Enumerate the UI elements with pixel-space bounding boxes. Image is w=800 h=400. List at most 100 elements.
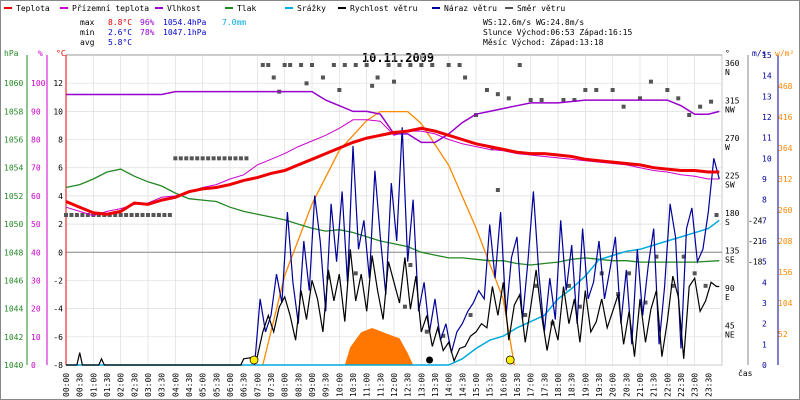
point-wind-direction xyxy=(288,63,293,67)
tick-dir: 225 xyxy=(725,172,740,181)
tick-x: 15:30 xyxy=(486,373,495,397)
stat-rain: 7.0mm xyxy=(222,18,246,27)
legend-label-pocit: Přízemní teplota xyxy=(72,4,149,13)
point-wind-direction xyxy=(484,88,489,92)
tick-ms-extra: -18 xyxy=(748,258,763,267)
point-wind-direction xyxy=(129,213,134,217)
tick-x: 19:30 xyxy=(595,373,604,397)
point-wind-direction xyxy=(528,98,533,102)
tick-temp: -2 xyxy=(53,276,63,285)
legend-label-teplota: Teplota xyxy=(16,4,50,13)
tick-ms: 12 xyxy=(762,113,772,122)
tick-x: 03:30 xyxy=(158,373,167,397)
tick-temp: 4 xyxy=(58,192,63,201)
point-wind-direction xyxy=(260,63,265,67)
series-sun-radiation xyxy=(262,110,515,366)
point-wind-direction xyxy=(703,283,708,288)
tick-ms: 15 xyxy=(762,51,772,60)
tick-pct: 100 xyxy=(31,79,46,88)
point-wind-direction xyxy=(643,300,648,305)
stat-temp: 5.8°C xyxy=(108,38,132,47)
point-wind-direction xyxy=(271,75,276,80)
point-wind-direction xyxy=(211,156,216,161)
series-wind-speed xyxy=(66,249,720,366)
tick-hpa: 1060 xyxy=(4,79,23,88)
tick-dir-name: S xyxy=(725,218,730,227)
tick-temp: 6 xyxy=(58,164,63,173)
point-wind-direction xyxy=(178,156,183,161)
tick-hpa: 1044 xyxy=(4,305,23,314)
point-wind-direction xyxy=(96,213,101,217)
tick-dir-name: NW xyxy=(725,106,735,115)
tick-ms: 4 xyxy=(762,278,767,287)
tick-pct: 90 xyxy=(31,107,41,116)
tick-wm2: 260 xyxy=(778,206,793,215)
point-wind-direction xyxy=(408,63,413,67)
axis-title-wm2: w/m² xyxy=(775,49,794,58)
tick-x: 09:30 xyxy=(322,373,331,397)
point-wind-direction xyxy=(698,104,703,109)
point-wind-direction xyxy=(638,96,642,101)
tick-ms: 10 xyxy=(762,154,772,163)
point-wind-direction xyxy=(506,96,511,101)
point-wind-direction xyxy=(665,88,670,92)
info-line: WS:12.6m/s WG:24.8m/s xyxy=(483,18,584,27)
tick-dir: 180 xyxy=(725,209,740,218)
point-wind-direction xyxy=(310,63,314,67)
tick-pct: 20 xyxy=(31,305,41,314)
tick-x: 02:00 xyxy=(117,373,126,397)
tick-wm2: 104 xyxy=(778,299,793,308)
point-wind-direction xyxy=(446,63,451,67)
point-wind-direction xyxy=(572,98,577,102)
point-wind-direction xyxy=(550,321,555,326)
tick-ms: 2 xyxy=(762,320,767,329)
sunset-marker xyxy=(505,355,515,365)
tick-pct: 40 xyxy=(31,248,41,257)
tick-x: 06:30 xyxy=(240,373,249,397)
tick-hpa: 1040 xyxy=(4,361,23,370)
tick-x: 23:30 xyxy=(704,373,713,397)
tick-x: 20:30 xyxy=(622,373,631,397)
tick-ms-extra: -24 xyxy=(748,216,763,225)
tick-ms: 0 xyxy=(762,361,767,370)
tick-x: 04:30 xyxy=(185,373,194,397)
point-wind-direction xyxy=(228,156,232,161)
info-line: Slunce Východ:06:53 Západ:16:15 xyxy=(483,28,632,37)
tick-dir: 45 xyxy=(725,322,735,331)
tick-x: 04:00 xyxy=(171,373,180,397)
point-wind-direction xyxy=(386,63,391,67)
point-wind-direction xyxy=(463,75,468,80)
tick-hpa: 1050 xyxy=(4,220,23,229)
tick-x: 10:30 xyxy=(349,373,358,397)
tick-dir: 360 xyxy=(725,59,740,68)
moonset-marker xyxy=(426,356,434,364)
tick-temp: -4 xyxy=(53,305,63,314)
tick-ms: 5 xyxy=(762,258,767,267)
tick-x: 17:30 xyxy=(540,373,549,397)
tick-x: 21:00 xyxy=(636,373,645,397)
tick-x: 07:30 xyxy=(267,373,276,397)
point-wind-direction xyxy=(648,79,653,84)
tick-x: 15:00 xyxy=(472,373,481,397)
point-wind-direction xyxy=(320,75,325,80)
tick-pct: 80 xyxy=(31,136,41,145)
point-wind-direction xyxy=(577,304,582,309)
point-wind-direction xyxy=(113,213,118,217)
point-wind-direction xyxy=(206,156,211,161)
tick-x: 02:30 xyxy=(130,373,139,397)
tick-ms: 8 xyxy=(762,196,767,205)
point-wind-direction xyxy=(195,156,200,161)
sunrise-marker xyxy=(249,355,259,365)
tick-x: 09:00 xyxy=(308,373,317,397)
tick-dir-name: SE xyxy=(725,256,735,265)
tick-x: 18:30 xyxy=(568,373,577,397)
point-wind-direction xyxy=(353,271,358,276)
point-wind-direction xyxy=(419,63,424,67)
point-wind-direction xyxy=(561,98,566,102)
point-wind-direction xyxy=(676,96,681,101)
tick-dir-name: E xyxy=(725,293,730,302)
point-wind-direction xyxy=(375,75,380,80)
point-wind-direction xyxy=(441,333,446,338)
point-wind-direction xyxy=(627,271,632,276)
tick-dir-name: W xyxy=(725,143,730,152)
